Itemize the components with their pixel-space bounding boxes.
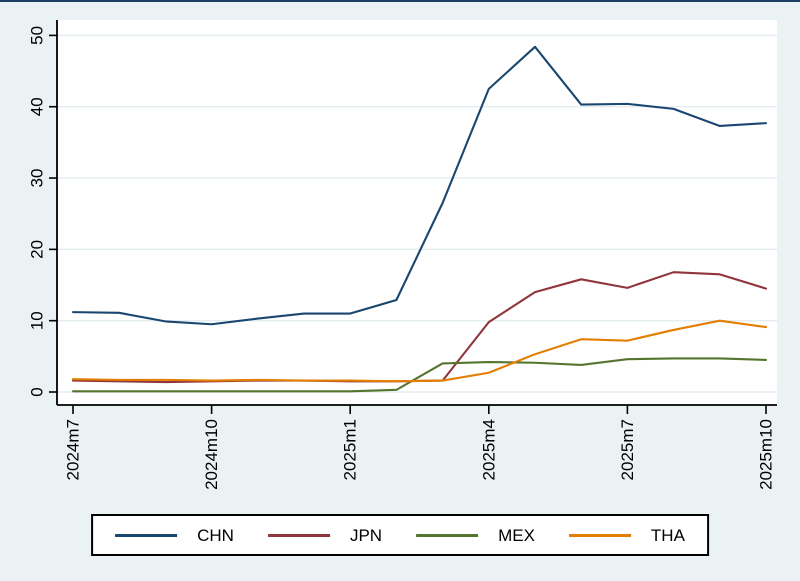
- legend-item-CHN: CHN: [115, 527, 234, 544]
- legend-item-THA: THA: [568, 525, 685, 545]
- legend-label-CHN: CHN: [197, 525, 234, 545]
- plot-area-background: [57, 20, 777, 405]
- y-axis-ticks: 0 10 20 30 40 50: [28, 26, 57, 397]
- x-tick-label-2025m4: 2025m4: [479, 419, 498, 480]
- x-axis-ticks: 2024m7 2024m10 2025m1 2025m4 2025m7 2025m10: [64, 405, 776, 490]
- legend-line-sample-CHN: [115, 533, 178, 537]
- series-line-THA: [71, 319, 768, 383]
- series-lines: [71, 45, 768, 393]
- y-tick-label-20: 20: [28, 240, 47, 259]
- y-tick-label-50: 50: [28, 26, 47, 45]
- y-tick-label-30: 30: [28, 169, 47, 188]
- x-tick-label-2024m10: 2024m10: [202, 419, 221, 490]
- legend-label-JPN: JPN: [349, 525, 383, 545]
- x-tick-label-2025m1: 2025m1: [341, 419, 360, 480]
- x-tick-label-2025m7: 2025m7: [618, 419, 637, 480]
- legend-line-sample-MEX: [416, 533, 479, 537]
- window-top-border: [0, 0, 800, 2]
- legend-item-MEX: MEX: [416, 527, 535, 544]
- series-line-MEX: [71, 357, 768, 393]
- legend-label-THA: THA: [650, 525, 685, 545]
- legend-line-sample-JPN: [267, 533, 330, 537]
- y-tick-label-10: 10: [28, 311, 47, 330]
- legend-line-sample-THA: [568, 533, 631, 537]
- legend-label-MEX: MEX: [498, 525, 535, 545]
- y-tick-label-40: 40: [28, 97, 47, 116]
- series-line-CHN: [71, 45, 768, 326]
- x-tick-label-2025m10: 2025m10: [757, 419, 776, 490]
- plot-area: [57, 20, 777, 405]
- y-tick-label-0: 0: [28, 387, 47, 396]
- chart-legend: CHN JPN MEX THA: [91, 514, 709, 556]
- axes: [56, 20, 777, 406]
- legend-item-JPN: JPN: [267, 525, 383, 545]
- x-tick-label-2024m7: 2024m7: [64, 419, 83, 480]
